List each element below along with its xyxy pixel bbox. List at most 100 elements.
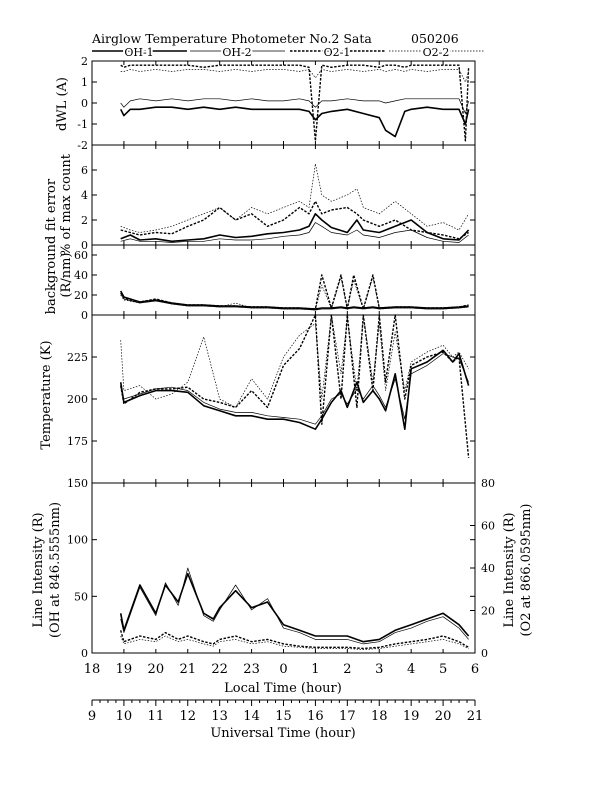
local-time-axis: 18 19 20 21 22 23 0 1 2 3 4 5 6 bbox=[84, 662, 479, 677]
fit-series-o2-1 bbox=[120, 200, 469, 240]
dwl-series-o2-1 bbox=[120, 64, 470, 142]
fit-series-oh-2 bbox=[120, 222, 469, 243]
local-time-tick-label: 20 bbox=[148, 662, 165, 677]
legend-label-o2-1: O2-1 bbox=[324, 46, 351, 59]
fit-ytick-label: 0 bbox=[81, 239, 88, 252]
universal-time-axis-label: Universal Time (hour) bbox=[210, 726, 355, 741]
dwl-frame bbox=[91, 60, 476, 146]
universal-time-tick-label: 13 bbox=[211, 709, 228, 724]
dwl-ytick-label: -1 bbox=[77, 118, 88, 131]
temp-series-o2-2 bbox=[120, 314, 469, 408]
int-ytick-label: 150 bbox=[67, 477, 88, 490]
local-time-tick-label: 21 bbox=[179, 662, 196, 677]
figure-title: Airglow Temperature Photometer No.2 Sata bbox=[91, 31, 372, 46]
int-series-oh-2 bbox=[120, 567, 469, 645]
dwl-ylabel: dWL (A) bbox=[55, 77, 70, 131]
int-ytick-right-label: 0 bbox=[481, 647, 488, 660]
universal-time-tick-label: 14 bbox=[243, 709, 260, 724]
dwl-series-oh-1 bbox=[119, 106, 470, 138]
bg-frame bbox=[91, 244, 476, 316]
legend-label-o2-2: O2-2 bbox=[423, 46, 450, 59]
fit-ytick-label: 2 bbox=[81, 214, 88, 227]
int-ytick-label: 50 bbox=[74, 590, 88, 603]
bg-ylabel: background bbox=[44, 236, 59, 315]
figure-date: 050206 bbox=[411, 31, 459, 46]
dwl-series-oh-2 bbox=[120, 98, 469, 114]
bg-series-oh-1 bbox=[119, 290, 469, 310]
universal-time-tick-label: 20 bbox=[435, 709, 452, 724]
int-ylabel-right-sub: (O2 at 866.0595nm) bbox=[519, 503, 534, 636]
fit-ylabel: fit error bbox=[44, 178, 59, 231]
fit-ytick-label: 4 bbox=[81, 189, 88, 202]
int-ytick-right-label: 20 bbox=[481, 605, 495, 618]
fit-ytick-label: 6 bbox=[81, 164, 88, 177]
universal-time-tick-label: 15 bbox=[275, 709, 292, 724]
universal-time-tick-label: 10 bbox=[116, 709, 133, 724]
legend-label-oh-1: OH-1 bbox=[124, 46, 153, 59]
local-time-tick-label: 22 bbox=[211, 662, 228, 677]
bg-series-o2-2 bbox=[120, 276, 469, 311]
local-time-tick-label: 5 bbox=[439, 662, 447, 677]
legend-label-oh-2: OH-2 bbox=[222, 46, 251, 59]
temp-ytick-label: 200 bbox=[67, 393, 88, 406]
fit-error-panel: 0 2 4 6 fit error% of max count bbox=[44, 144, 476, 256]
int-series-o2-2 bbox=[120, 635, 469, 650]
background-panel: 0 20 40 60 background (R/nm) bbox=[44, 236, 476, 322]
bg-series-oh-2 bbox=[120, 292, 469, 311]
temp-series-oh-1 bbox=[119, 349, 470, 431]
temperature-panel: 175 200 225 Temperature (K) bbox=[39, 314, 476, 484]
universal-time-tick-label: 9 bbox=[88, 709, 96, 724]
int-ylabel-sub: (OH at 846.5555nm) bbox=[48, 502, 63, 638]
local-time-tick-label: 19 bbox=[116, 662, 133, 677]
temp-ylabel: Temperature (K) bbox=[39, 340, 54, 449]
local-time-axis-label: Local Time (hour) bbox=[224, 681, 342, 696]
local-time-tick-label: 6 bbox=[471, 662, 479, 677]
fit-series-o2-2 bbox=[120, 163, 469, 233]
legend: OH-1 OH-2 O2-1 O2-2 bbox=[92, 44, 484, 61]
fit-frame bbox=[91, 144, 476, 246]
fit-series-oh-1 bbox=[120, 213, 470, 243]
local-time-tick-label: 18 bbox=[84, 662, 101, 677]
dwl-series-o2-2 bbox=[120, 69, 469, 83]
universal-time-tick-label: 18 bbox=[371, 709, 388, 724]
bg-ytick-label: 0 bbox=[81, 309, 88, 322]
int-ytick-right-label: 40 bbox=[481, 562, 495, 575]
bg-ylabel-sub: (R/nm) bbox=[59, 252, 74, 297]
universal-time-axis: 9 10 11 12 13 14 15 16 17 18 19 20 21 bbox=[88, 699, 483, 724]
temp-ytick-label: 175 bbox=[67, 435, 88, 448]
int-ytick-label: 0 bbox=[81, 647, 88, 660]
int-ytick-label: 100 bbox=[67, 534, 88, 547]
local-time-tick-label: 3 bbox=[375, 662, 383, 677]
universal-time-tick-label: 19 bbox=[403, 709, 420, 724]
bg-ytick-label: 20 bbox=[74, 289, 88, 302]
local-time-tick-label: 2 bbox=[343, 662, 351, 677]
temp-series-oh-2 bbox=[120, 353, 469, 425]
temp-frame bbox=[91, 314, 476, 484]
fit-ylabel-sub: % of max count bbox=[59, 153, 74, 256]
universal-time-tick-label: 17 bbox=[339, 709, 356, 724]
local-time-tick-label: 0 bbox=[279, 662, 287, 677]
dwl-ytick-label: 0 bbox=[81, 97, 88, 110]
int-ytick-right-label: 60 bbox=[481, 520, 495, 533]
int-ytick-right-label: 80 bbox=[481, 477, 495, 490]
temp-series-o2-1 bbox=[120, 314, 470, 458]
universal-time-tick-label: 12 bbox=[179, 709, 196, 724]
int-ylabel: Line Intensity (R) bbox=[31, 512, 46, 627]
bg-ytick-label: 40 bbox=[74, 269, 88, 282]
temp-ytick-label: 225 bbox=[67, 351, 88, 364]
local-time-tick-label: 23 bbox=[243, 662, 260, 677]
int-series-o2-1 bbox=[120, 630, 469, 650]
universal-time-tick-label: 16 bbox=[307, 709, 324, 724]
bg-series-o2-1 bbox=[120, 274, 469, 310]
dwl-ytick-label: 1 bbox=[81, 76, 88, 89]
dwl-panel: -2 -1 0 1 2 dWL (A) bbox=[55, 55, 476, 152]
dwl-ytick-label: -2 bbox=[77, 139, 88, 152]
local-time-tick-label: 4 bbox=[407, 662, 415, 677]
bg-ytick-label: 60 bbox=[74, 249, 88, 262]
dwl-ytick-label: 2 bbox=[81, 55, 88, 68]
int-ylabel-right: Line Intensity (R) bbox=[502, 512, 517, 627]
universal-time-tick-label: 11 bbox=[148, 709, 165, 724]
local-time-tick-label: 1 bbox=[311, 662, 319, 677]
